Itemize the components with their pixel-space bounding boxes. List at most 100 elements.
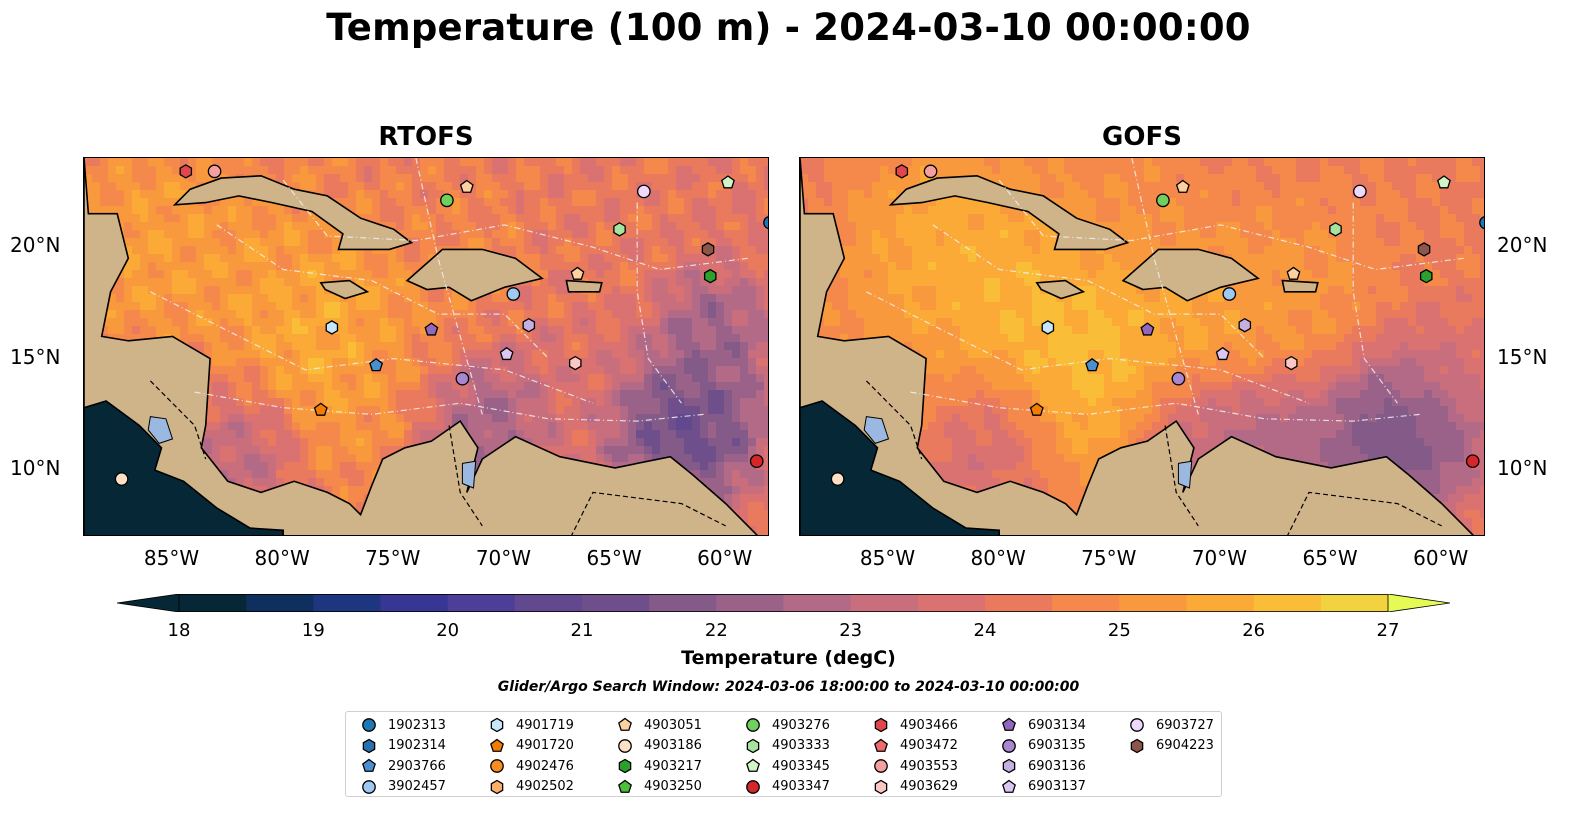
colorbar-swatch <box>1119 594 1188 612</box>
legend-marker <box>362 779 376 794</box>
legend-item: 4903051 <box>616 715 702 735</box>
legend-item: 3902457 <box>360 777 446 797</box>
colorbar-swatch <box>985 594 1053 612</box>
legend-marker-circle-icon <box>746 779 760 794</box>
rtofs-map <box>83 157 769 536</box>
legend-marker <box>874 779 888 794</box>
colorbar-swatch <box>649 594 717 612</box>
colorbar-tick-label: 20 <box>436 620 460 641</box>
float-marker-1902313 <box>763 216 768 230</box>
lat-tick-label: 20°N <box>10 233 61 258</box>
float-marker-2903766 <box>369 358 384 372</box>
legend-item: 4903466 <box>872 715 958 735</box>
lon-tick-label: 65°W <box>586 546 642 570</box>
legend-marker <box>362 758 376 772</box>
legend-item: 6903727 <box>1128 715 1214 735</box>
float-marker-4903466 <box>179 164 193 179</box>
float-marker-1902313 <box>1479 216 1484 230</box>
colorbar <box>116 593 1451 613</box>
legend-marker-circle-icon <box>362 779 376 794</box>
land-cuba <box>172 174 414 251</box>
lon-tick-label: 70°W <box>475 546 532 570</box>
legend-marker <box>746 718 760 732</box>
legend-marker <box>874 717 888 733</box>
legend-marker-hexagon-icon <box>490 717 504 733</box>
float-marker-6903727 <box>1353 184 1367 199</box>
legend-label: 4903051 <box>644 717 702 733</box>
legend-label: 4902476 <box>516 758 574 774</box>
float-marker-4903347 <box>749 454 764 469</box>
legend-marker <box>490 759 504 773</box>
legend-item: 4902502 <box>488 777 574 797</box>
colorbar-tick-label: 23 <box>839 620 863 641</box>
float-marker-4903629 <box>568 355 582 371</box>
colorbar-tick-label: 25 <box>1107 620 1131 641</box>
float-marker-6903137 <box>499 346 514 361</box>
float-marker-4901720 <box>313 402 328 416</box>
colorbar-tick-label: 27 <box>1376 620 1400 641</box>
legend-label: 6904223 <box>1156 738 1214 753</box>
legend-marker <box>746 779 760 794</box>
legend-marker <box>1002 779 1016 793</box>
colorbar-tick-label: 26 <box>1242 620 1266 641</box>
float-marker-4903186 <box>114 472 129 486</box>
legend-marker <box>746 758 760 772</box>
legend-marker <box>490 779 504 794</box>
legend-label: 3902457 <box>388 779 446 794</box>
legend-marker-hexagon-icon <box>1130 738 1144 753</box>
legend-item: 4903217 <box>616 756 702 776</box>
float-marker-4901719 <box>1041 320 1055 335</box>
legend-item: 6903134 <box>1000 715 1086 735</box>
legend-label: 4903186 <box>644 738 702 753</box>
legend-marker <box>1130 718 1144 732</box>
float-marker-4903345 <box>720 175 735 189</box>
legend-marker <box>1002 758 1016 774</box>
lat-tick-label: 10°N <box>10 456 61 481</box>
colorbar-swatch <box>1186 594 1255 612</box>
gofs-map <box>799 157 1485 536</box>
lat-tick-label: 20°N <box>1497 233 1548 258</box>
legend-marker <box>874 759 888 773</box>
float-marker-4903186 <box>830 472 845 486</box>
legend-marker-pentagon-icon <box>1002 717 1016 731</box>
legend-item: 2903766 <box>360 756 446 776</box>
legend-marker <box>362 738 376 753</box>
legend-marker <box>618 738 632 753</box>
legend-marker-hexagon-icon <box>1002 758 1016 774</box>
legend-label: 6903136 <box>1028 758 1086 774</box>
legend-label: 6903135 <box>1028 738 1086 753</box>
float-marker-4903276 <box>440 193 454 208</box>
lon-tick-label: 60°W <box>697 546 753 570</box>
legend-item: 4901719 <box>488 715 574 735</box>
colorbar-tick-label: 24 <box>973 620 997 641</box>
legend-marker-pentagon-icon <box>618 779 632 793</box>
legend-item: 6903136 <box>1000 756 1086 776</box>
legend-marker-circle-icon <box>362 718 376 732</box>
land-jamaica <box>319 279 370 300</box>
colorbar-swatch <box>313 594 382 612</box>
float-marker-6904223 <box>701 242 715 257</box>
legend-item: 1902313 <box>360 715 446 735</box>
legend-marker-hexagon-icon <box>490 779 504 794</box>
lon-tick-label: 85°W <box>143 546 200 570</box>
colorbar-swatch <box>1253 594 1322 612</box>
colorbar-tick-label: 22 <box>704 620 728 641</box>
float-marker-6903136 <box>1238 317 1252 333</box>
legend-label: 4901719 <box>516 717 574 733</box>
float-marker-6903135 <box>1171 371 1186 386</box>
colorbar-swatch <box>1052 594 1120 612</box>
colorbar-tick-label: 18 <box>167 620 191 641</box>
legend-label: 4903553 <box>900 758 958 774</box>
legend-label: 4903345 <box>772 758 830 774</box>
colorbar-swatch <box>917 594 986 612</box>
legend-item: 4903250 <box>616 777 702 797</box>
land-cuba <box>888 174 1130 251</box>
lon-tick-label: 80°W <box>970 546 1026 570</box>
legend-label: 4903466 <box>900 717 958 733</box>
legend-label: 4902502 <box>516 779 574 794</box>
land-puertorico <box>1281 279 1319 293</box>
land-hispaniola <box>1121 248 1260 302</box>
legend-marker-pentagon-icon <box>746 758 760 772</box>
legend-marker-circle-icon <box>618 738 632 753</box>
float-marker-2903766 <box>1085 358 1100 372</box>
